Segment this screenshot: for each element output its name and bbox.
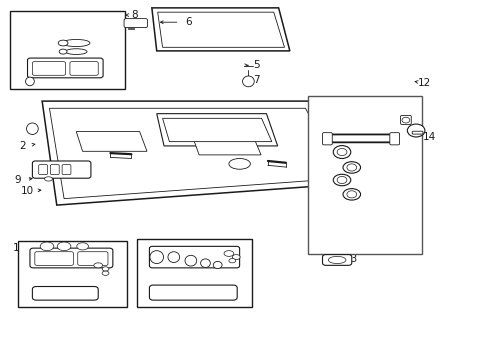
Ellipse shape: [102, 267, 109, 271]
Polygon shape: [193, 139, 261, 155]
FancyBboxPatch shape: [124, 19, 147, 28]
Polygon shape: [152, 8, 289, 51]
FancyBboxPatch shape: [411, 131, 422, 134]
Ellipse shape: [213, 261, 222, 269]
Ellipse shape: [65, 49, 87, 54]
FancyBboxPatch shape: [78, 252, 108, 265]
Text: 4: 4: [112, 49, 119, 59]
Polygon shape: [76, 132, 147, 151]
Ellipse shape: [25, 77, 34, 86]
Text: 20: 20: [201, 247, 214, 257]
Polygon shape: [49, 108, 344, 199]
Text: 5: 5: [253, 60, 260, 70]
FancyBboxPatch shape: [128, 28, 134, 30]
FancyBboxPatch shape: [35, 252, 73, 265]
Ellipse shape: [184, 255, 196, 266]
Text: 3: 3: [112, 39, 119, 49]
Ellipse shape: [332, 145, 350, 158]
FancyBboxPatch shape: [39, 165, 47, 175]
Text: 17: 17: [79, 261, 92, 271]
Text: 9: 9: [15, 175, 21, 185]
Ellipse shape: [44, 177, 52, 181]
FancyBboxPatch shape: [307, 96, 422, 253]
Text: 6: 6: [185, 17, 191, 27]
Polygon shape: [162, 118, 271, 141]
Ellipse shape: [102, 271, 109, 275]
Ellipse shape: [58, 40, 68, 46]
Text: 18: 18: [160, 241, 173, 251]
FancyBboxPatch shape: [50, 165, 59, 175]
Ellipse shape: [200, 259, 210, 267]
FancyBboxPatch shape: [149, 285, 237, 300]
Ellipse shape: [342, 189, 360, 200]
Ellipse shape: [407, 124, 424, 137]
Ellipse shape: [346, 191, 356, 198]
Ellipse shape: [26, 123, 38, 134]
Text: 12: 12: [417, 78, 430, 88]
Ellipse shape: [224, 251, 233, 256]
Ellipse shape: [232, 255, 240, 260]
Ellipse shape: [167, 252, 179, 262]
Ellipse shape: [342, 162, 360, 173]
Text: 16: 16: [55, 280, 68, 290]
Ellipse shape: [59, 49, 67, 54]
FancyBboxPatch shape: [149, 246, 239, 268]
FancyBboxPatch shape: [389, 133, 399, 145]
Ellipse shape: [242, 76, 254, 87]
Text: 15: 15: [13, 243, 26, 253]
Text: 1: 1: [29, 19, 36, 29]
Ellipse shape: [228, 258, 235, 263]
Ellipse shape: [346, 164, 356, 171]
FancyBboxPatch shape: [400, 116, 410, 125]
FancyBboxPatch shape: [10, 12, 125, 89]
FancyBboxPatch shape: [18, 241, 127, 307]
FancyBboxPatch shape: [30, 248, 113, 268]
FancyBboxPatch shape: [325, 134, 397, 142]
FancyBboxPatch shape: [322, 133, 331, 145]
Ellipse shape: [77, 243, 88, 250]
Text: 13: 13: [345, 254, 358, 264]
FancyBboxPatch shape: [70, 62, 98, 75]
Text: 14: 14: [422, 132, 435, 142]
FancyBboxPatch shape: [27, 58, 103, 78]
Text: 2: 2: [20, 141, 26, 151]
Ellipse shape: [94, 263, 102, 268]
Text: 8: 8: [131, 10, 138, 20]
Ellipse shape: [150, 251, 163, 264]
FancyBboxPatch shape: [32, 287, 98, 300]
Ellipse shape: [40, 242, 54, 251]
Text: 19: 19: [155, 277, 168, 287]
FancyBboxPatch shape: [62, 165, 71, 175]
Text: 10: 10: [21, 186, 34, 196]
Ellipse shape: [62, 40, 90, 46]
Polygon shape: [157, 114, 277, 146]
Polygon shape: [158, 12, 284, 47]
Ellipse shape: [336, 148, 346, 156]
Ellipse shape: [401, 117, 409, 123]
Ellipse shape: [332, 174, 350, 186]
FancyBboxPatch shape: [137, 239, 251, 307]
Polygon shape: [42, 101, 351, 205]
Text: 11: 11: [403, 164, 416, 174]
Ellipse shape: [336, 176, 346, 184]
Ellipse shape: [57, 242, 71, 251]
FancyBboxPatch shape: [322, 255, 351, 265]
FancyBboxPatch shape: [32, 62, 65, 75]
FancyBboxPatch shape: [32, 161, 91, 178]
Ellipse shape: [228, 158, 250, 169]
Text: 7: 7: [253, 75, 260, 85]
Ellipse shape: [328, 256, 345, 264]
